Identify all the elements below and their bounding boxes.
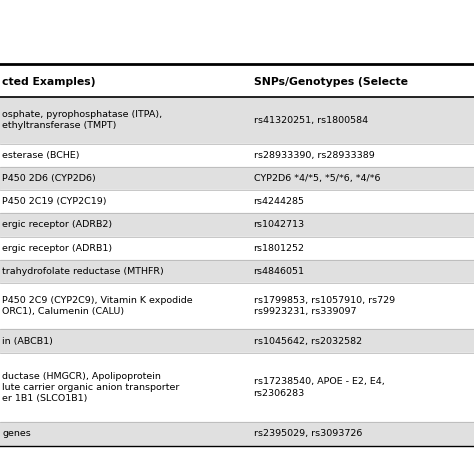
Text: trahydrofolate reductase (MTHFR): trahydrofolate reductase (MTHFR) <box>2 267 164 276</box>
Text: SNPs/Genotypes (Selecte: SNPs/Genotypes (Selecte <box>254 77 408 87</box>
Text: rs4846051: rs4846051 <box>254 267 305 276</box>
Bar <box>0 283 474 329</box>
Bar <box>0 237 474 260</box>
Bar <box>0 329 474 353</box>
Bar <box>0 144 474 167</box>
Text: cted Examples): cted Examples) <box>2 77 96 87</box>
Bar <box>0 66 474 97</box>
Bar <box>0 167 474 190</box>
Text: rs41320251, rs1800584: rs41320251, rs1800584 <box>254 116 368 125</box>
Text: rs28933390, rs28933389: rs28933390, rs28933389 <box>254 151 374 160</box>
Text: rs4244285: rs4244285 <box>254 197 305 206</box>
Text: esterase (BCHE): esterase (BCHE) <box>2 151 80 160</box>
Bar <box>0 213 474 237</box>
Text: P450 2D6 (CYP2D6): P450 2D6 (CYP2D6) <box>2 174 96 183</box>
Text: rs1801252: rs1801252 <box>254 244 305 253</box>
Text: genes: genes <box>2 429 31 438</box>
Text: rs2395029, rs3093726: rs2395029, rs3093726 <box>254 429 362 438</box>
Text: P450 2C19 (CYP2C19): P450 2C19 (CYP2C19) <box>2 197 107 206</box>
Text: rs1042713: rs1042713 <box>254 220 305 229</box>
Bar <box>0 446 474 474</box>
Bar <box>0 190 474 213</box>
Bar <box>0 260 474 283</box>
Text: rs1799853, rs1057910, rs729
rs9923231, rs339097: rs1799853, rs1057910, rs729 rs9923231, r… <box>254 296 395 316</box>
Bar <box>0 353 474 422</box>
Bar <box>0 97 474 144</box>
Text: ductase (HMGCR), Apolipoprotein
lute carrier organic anion transporter
er 1B1 (S: ductase (HMGCR), Apolipoprotein lute car… <box>2 372 180 403</box>
Text: rs1045642, rs2032582: rs1045642, rs2032582 <box>254 337 362 346</box>
Text: P450 2C9 (CYP2C9), Vitamin K expodide
ORC1), Calumenin (CALU): P450 2C9 (CYP2C9), Vitamin K expodide OR… <box>2 296 193 316</box>
Bar <box>0 422 474 446</box>
Text: osphate, pyrophosphatase (ITPA),
ethyltransferase (TMPT): osphate, pyrophosphatase (ITPA), ethyltr… <box>2 110 163 130</box>
Text: ergic receptor (ADRB2): ergic receptor (ADRB2) <box>2 220 112 229</box>
Text: ergic receptor (ADRB1): ergic receptor (ADRB1) <box>2 244 112 253</box>
Text: CYP2D6 *4/*5, *5/*6, *4/*6: CYP2D6 *4/*5, *5/*6, *4/*6 <box>254 174 380 183</box>
Text: rs17238540, APOE - E2, E4,
rs2306283: rs17238540, APOE - E2, E4, rs2306283 <box>254 377 384 398</box>
Text: in (ABCB1): in (ABCB1) <box>2 337 53 346</box>
